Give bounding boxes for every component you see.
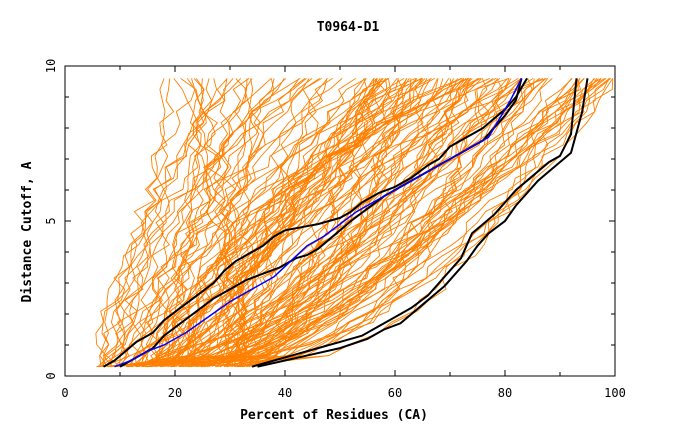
model-curve [241,78,614,368]
model-curve [110,78,472,368]
model-curve [153,77,490,367]
model-curve [162,78,399,368]
model-curve [219,78,387,368]
model-curve [166,78,482,368]
model-curve [196,78,357,367]
model-curve [171,78,512,368]
model-curve [146,78,546,368]
model-curve [234,78,585,368]
model-curve [186,77,480,367]
model-curve [244,78,398,367]
x-tick-label: 60 [388,386,402,400]
model-curve [128,78,510,368]
x-tick-label: 40 [278,386,292,400]
model-curve [113,78,275,368]
model-curve [115,78,228,368]
model-curve [224,78,310,368]
y-tick-label: 5 [44,217,58,224]
model-curve [105,78,307,368]
reference-series-line [114,78,523,368]
model-curve [135,78,522,368]
model-curve [170,78,385,368]
model-curve [227,78,333,367]
model-curve [169,78,585,368]
model-curve [131,78,611,368]
model-curves [95,77,614,368]
model-curve [231,78,519,368]
model-curve [138,78,412,368]
model-curve [171,78,467,368]
model-curve [130,78,367,367]
model-curve [107,78,471,368]
x-axis-label: Percent of Residues (CA) [240,408,428,423]
model-curve [118,78,428,368]
highlight-series-line [103,77,528,368]
chart-title: T0964-D1 [317,20,380,35]
x-tick-label: 20 [168,386,182,400]
model-curve [130,78,343,367]
model-curve [125,78,439,368]
model-curve [144,77,547,367]
model-curve [110,78,213,367]
model-curve [237,78,579,368]
model-curve [148,78,533,368]
model-curve [184,78,535,368]
x-tick-label: 80 [498,386,512,400]
model-curve [187,78,498,368]
y-axis-label: Distance Cutoff, A [20,161,35,302]
model-curve [216,78,253,367]
model-curve [105,77,390,367]
model-curve [139,78,306,367]
model-curve [230,78,407,367]
model-curve [174,78,205,368]
model-curve [166,78,285,367]
model-curve [149,78,610,368]
highlight-series-line [257,78,589,368]
model-curve [203,78,391,368]
model-curve [102,78,272,367]
model-curve [169,78,205,367]
y-axis: 0 5 10 [44,59,615,380]
x-axis: 0 20 40 60 80 100 [61,66,626,400]
model-curve [130,78,523,368]
model-curve [149,78,540,368]
model-curve [145,78,301,367]
model-curve [161,78,602,368]
model-curve [99,78,196,367]
model-curve [236,78,553,368]
model-curve [149,78,170,367]
model-curve [186,78,247,367]
y-tick-label: 10 [44,59,58,73]
model-curve [203,78,479,368]
model-curve [178,78,275,367]
model-curve [145,78,614,368]
model-curve [99,78,234,367]
y-tick-label: 0 [44,372,58,379]
x-tick-label: 100 [604,386,626,400]
model-curve [225,78,547,368]
model-curve [101,77,468,367]
model-curve [239,78,465,367]
x-tick-label: 0 [61,386,68,400]
highlight-series-line [251,78,578,368]
model-curve [183,78,300,368]
model-curve [141,78,573,368]
model-curve [181,78,328,367]
model-curve [224,78,247,367]
model-curve [179,78,607,368]
model-curve [170,78,501,368]
model-curve [148,78,377,368]
model-curve [226,78,581,368]
model-curve [139,77,423,367]
model-curve [216,78,483,368]
model-curve [241,78,595,368]
model-curve [168,78,383,367]
model-curve [216,78,242,367]
model-curve [238,78,503,368]
highlighted-series [103,77,589,368]
model-curve [114,78,610,368]
